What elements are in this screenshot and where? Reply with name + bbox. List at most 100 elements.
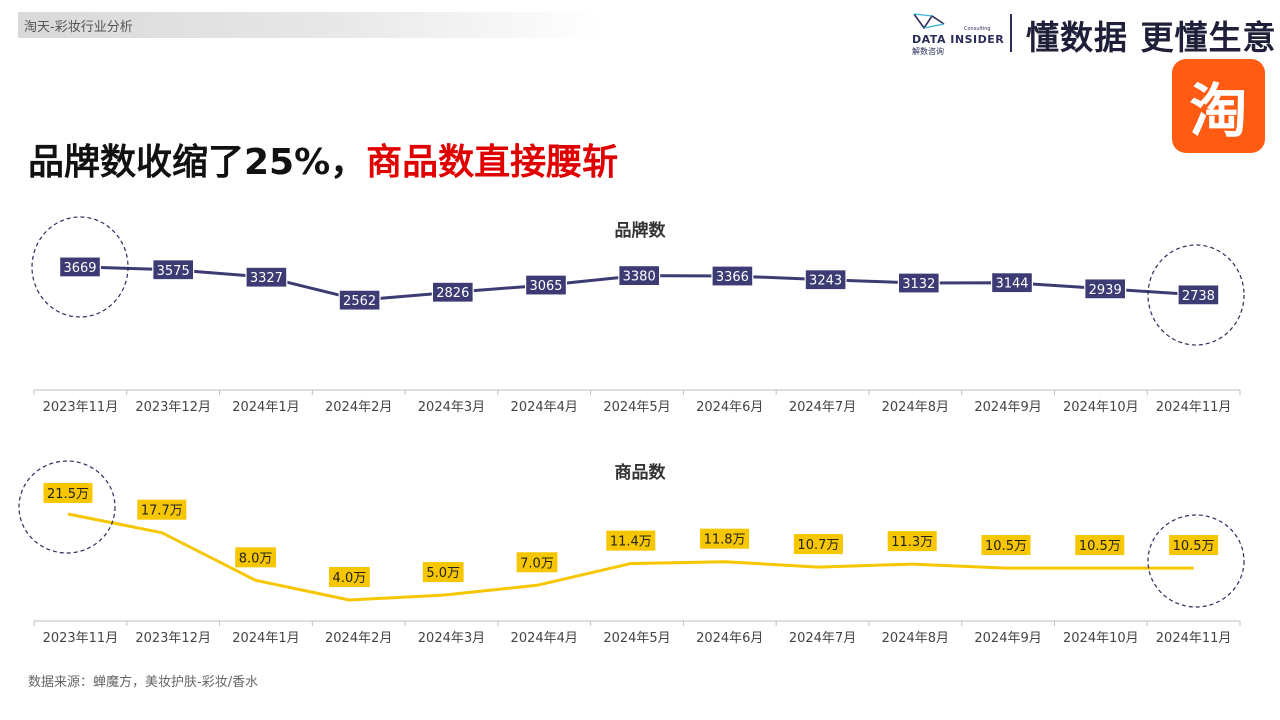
data-label: 2738 — [1182, 289, 1215, 304]
data-label: 10.5万 — [1079, 539, 1121, 554]
x-tick-label: 2023年12月 — [135, 400, 211, 415]
x-tick-label: 2024年5月 — [603, 631, 670, 646]
data-label-box — [431, 281, 474, 303]
data-label: 11.4万 — [610, 535, 652, 550]
x-tick-label: 2024年11月 — [1156, 400, 1232, 415]
headline-part1: 品牌数收缩了25%， — [28, 142, 367, 183]
x-tick-label: 2024年6月 — [696, 631, 763, 646]
data-label-box — [245, 266, 288, 288]
data-label-box — [1075, 535, 1125, 556]
data-label-box — [329, 567, 370, 587]
data-label-box — [804, 269, 847, 291]
logo-name: DATA INSIDER — [912, 33, 1005, 46]
header-divider — [1010, 14, 1012, 52]
data-insider-logo-icon — [913, 13, 945, 30]
data-label-box — [338, 289, 381, 311]
x-tick-label: 2023年12月 — [135, 631, 211, 646]
x-tick-label: 2024年6月 — [696, 400, 763, 415]
data-label: 2826 — [436, 286, 469, 301]
x-tick-label: 2024年4月 — [511, 631, 578, 646]
highlight-circle — [1147, 514, 1245, 608]
chart-brand-count: 品牌数 2023年11月 2023年12月 2024年1月 2024年2月 2024年3月… — [31, 216, 1245, 415]
data-label-box — [58, 256, 101, 278]
data-label: 3065 — [529, 279, 562, 294]
taobao-logo: 淘 — [1172, 59, 1265, 153]
data-label: 3144 — [995, 277, 1028, 292]
x-tick-label: 2024年8月 — [882, 631, 949, 646]
data-label-box — [422, 562, 464, 583]
x-tick-label: 2023年11月 — [43, 631, 119, 646]
logo-consulting-text: Consulting — [964, 26, 991, 32]
series-line — [67, 512, 1194, 602]
chart-title: 品牌数 — [615, 220, 667, 241]
highlight-circle — [1147, 244, 1245, 346]
data-label-box — [524, 274, 567, 296]
data-label: 11.8万 — [704, 533, 746, 548]
data-label: 2939 — [1089, 283, 1122, 298]
highlight-circle — [31, 216, 129, 318]
data-label-box — [711, 265, 754, 287]
x-tick-label: 2024年7月 — [789, 631, 856, 646]
data-label: 7.0万 — [520, 556, 554, 571]
data-label: 21.5万 — [47, 487, 89, 502]
x-tick-label: 2024年1月 — [232, 400, 299, 415]
data-label: 3380 — [623, 270, 656, 285]
data-label: 3575 — [157, 264, 190, 279]
headline-part2: 商品数直接腰斩 — [366, 142, 619, 183]
x-tick-label: 2024年2月 — [325, 400, 392, 415]
data-label: 3132 — [902, 277, 935, 292]
x-tick-label: 2024年3月 — [418, 631, 485, 646]
data-label-box — [897, 272, 940, 294]
data-label-box — [793, 534, 843, 555]
data-label: 11.3万 — [891, 535, 933, 550]
x-tick-label: 2024年5月 — [603, 400, 670, 415]
data-label: 10.5万 — [985, 539, 1027, 554]
slogan: 懂数据 更懂生意 — [1026, 18, 1277, 57]
section-tag: 淘天-彩妆行业分析 — [24, 20, 133, 35]
data-label: 3327 — [250, 271, 283, 286]
data-label-box — [990, 272, 1033, 294]
data-insider-logo: Consulting DATA INSIDER 解数咨询 — [908, 10, 1004, 56]
data-label-box — [618, 265, 661, 287]
data-label-box — [43, 483, 93, 503]
data-label-box — [137, 499, 187, 520]
data-label-box — [981, 535, 1031, 556]
highlight-circle — [18, 460, 116, 554]
data-label-box — [152, 259, 195, 281]
data-label: 17.7万 — [141, 504, 183, 519]
headline: 品牌数收缩了25%，商品数直接腰斩 — [28, 133, 618, 185]
data-label: 8.0万 — [239, 551, 273, 566]
data-label: 10.7万 — [797, 538, 839, 553]
data-label-box — [1084, 278, 1127, 300]
x-tick-label: 2024年10月 — [1063, 631, 1139, 646]
x-tick-label: 2024年9月 — [974, 400, 1041, 415]
data-label: 3243 — [809, 274, 842, 289]
data-label-box — [1169, 535, 1219, 556]
x-tick-label: 2024年2月 — [325, 631, 392, 646]
taobao-logo-char: 淘 — [1189, 77, 1248, 145]
data-label-box — [516, 552, 558, 573]
data-label-box — [1177, 284, 1220, 306]
data-label-box — [700, 528, 750, 549]
section-tag-bar: 淘天-彩妆行业分析 — [18, 12, 603, 38]
x-tick-label: 2024年4月 — [511, 400, 578, 415]
x-tick-label: 2024年7月 — [789, 400, 856, 415]
data-label: 4.0万 — [333, 571, 367, 586]
data-label: 10.5万 — [1173, 539, 1215, 554]
data-label-box — [606, 530, 656, 551]
logo-subname: 解数咨询 — [912, 47, 944, 56]
x-tick-label: 2024年11月 — [1156, 631, 1232, 646]
chart-product-count: 商品数 2023年11月 2023年12月 2024年1月 2024年2月 2024年3月… — [18, 460, 1245, 646]
data-label: 5.0万 — [426, 566, 460, 581]
data-label: 3669 — [63, 261, 96, 276]
data-label-box — [235, 547, 276, 568]
chart-title: 商品数 — [615, 462, 667, 483]
x-tick-label: 2024年3月 — [418, 400, 485, 415]
data-label-box — [887, 531, 937, 552]
data-label: 3366 — [716, 270, 749, 285]
x-tick-label: 2024年8月 — [882, 400, 949, 415]
data-source-note: 数据来源：蝉魔方，美妆护肤-彩妆/香水 — [28, 675, 259, 690]
x-tick-label: 2024年1月 — [232, 631, 299, 646]
x-tick-label: 2023年11月 — [43, 400, 119, 415]
